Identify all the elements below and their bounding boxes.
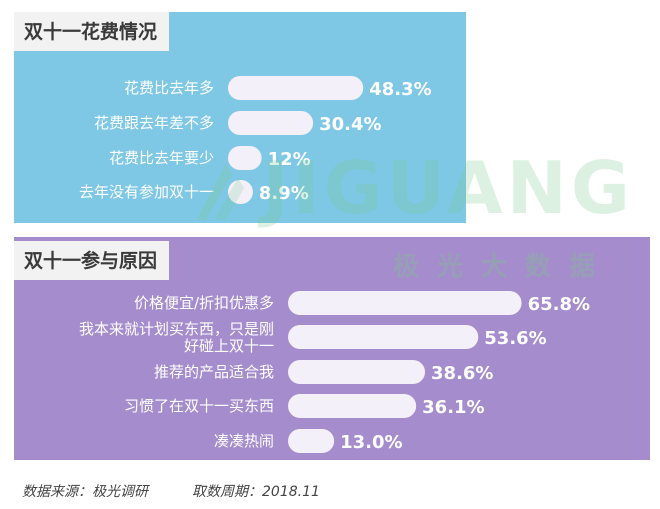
- category-label: 我本来就计划买东西，只是刚: [79, 320, 274, 338]
- value-label: 12%: [268, 149, 311, 170]
- category-label: 花费跟去年差不多: [94, 114, 214, 132]
- data-source: 数据来源：极光调研: [22, 484, 148, 500]
- category-label-line2: 好碰上双十一: [184, 337, 274, 355]
- value-label: 65.8%: [528, 294, 590, 315]
- footer: 数据来源：极光调研 取数周期：2018.11: [22, 481, 320, 501]
- bar: [228, 76, 364, 100]
- reasons-panel: 双十一参与原因 价格便宜/折扣优惠多 65.8% 我本来就计划买东西，只是刚 好碰上双…: [14, 237, 650, 460]
- value-label: 13.0%: [340, 432, 402, 453]
- bar: [228, 180, 253, 204]
- value-label: 8.9%: [259, 183, 309, 204]
- bar: [228, 146, 262, 170]
- category-label: 去年没有参加双十一: [79, 183, 214, 201]
- spending-bar-chart: 花费比去年多 48.3% 花费跟去年差不多 30.4% 花费比去年要少 12% 去年没有参加…: [79, 76, 432, 204]
- category-label: 花费比去年多: [124, 79, 214, 97]
- bar: [288, 429, 335, 453]
- category-label: 凑凑热闹: [214, 432, 274, 450]
- category-label: 推荐的产品适合我: [154, 363, 274, 381]
- bar: [228, 111, 314, 135]
- value-label: 48.3%: [369, 79, 431, 100]
- value-label: 36.1%: [422, 397, 484, 418]
- value-label: 30.4%: [319, 114, 381, 135]
- bar: [288, 394, 417, 418]
- category-label: 花费比去年要少: [109, 149, 214, 167]
- bar: [288, 291, 522, 315]
- spending-panel: 双十一花费情况 花费比去年多 48.3% 花费跟去年差不多 30.4% 花费比去年要少 1…: [14, 12, 466, 223]
- category-label: 价格便宜/折扣优惠多: [134, 294, 274, 312]
- value-label: 38.6%: [431, 363, 493, 384]
- category-label: 习惯了在双十一买东西: [124, 397, 274, 415]
- value-label: 53.6%: [484, 328, 546, 349]
- data-period: 取数周期：2018.11: [192, 484, 320, 500]
- bar: [288, 325, 479, 349]
- chart-title-reasons: 双十一参与原因: [14, 241, 170, 280]
- chart-title-spending: 双十一花费情况: [14, 12, 170, 51]
- bar: [288, 360, 426, 384]
